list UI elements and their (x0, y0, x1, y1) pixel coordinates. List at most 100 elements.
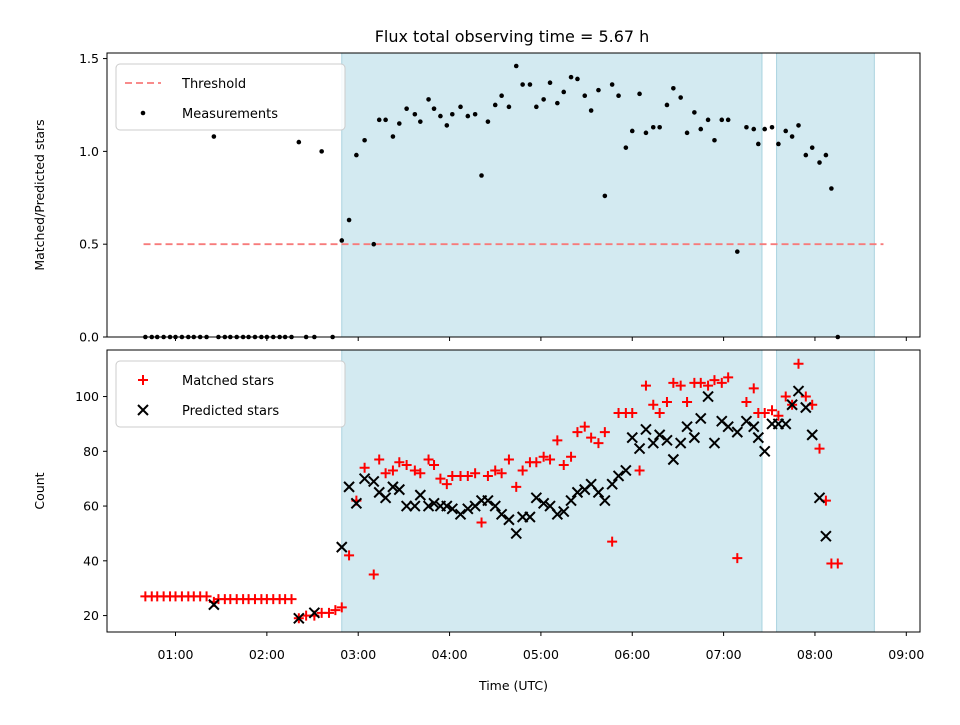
data-point (379, 492, 392, 504)
y-tick-label: 80 (83, 444, 99, 459)
data-point (629, 128, 635, 134)
data-point (350, 497, 363, 510)
data-point (319, 149, 324, 154)
data-point (458, 104, 463, 110)
y-tick-label: 0.5 (79, 237, 99, 252)
data-point (668, 377, 679, 388)
data-point (336, 541, 348, 553)
data-point (678, 95, 683, 100)
data-point (431, 106, 437, 111)
data-point (579, 421, 590, 432)
y-tick-label: 40 (83, 553, 99, 568)
data-point (444, 123, 450, 128)
data-point (796, 123, 801, 128)
series-predicted-stars (208, 385, 832, 625)
data-point (792, 385, 805, 397)
data-point (482, 494, 494, 507)
legend-label: Matched stars (182, 374, 274, 389)
data-point (684, 130, 690, 136)
data-point (537, 497, 550, 510)
data-point (286, 594, 297, 605)
data-point (620, 464, 632, 477)
data-point (817, 160, 822, 165)
data-point (786, 399, 798, 411)
data-point (634, 465, 645, 476)
data-point (627, 407, 638, 418)
data-point (596, 87, 601, 93)
data-point (650, 124, 656, 130)
data-point (688, 431, 701, 444)
data-point (762, 126, 768, 132)
data-point (409, 500, 421, 512)
data-point (674, 437, 687, 449)
data-point (418, 119, 423, 124)
data-point (414, 489, 427, 501)
data-point (664, 102, 670, 108)
data-point (820, 530, 832, 542)
data-point (561, 89, 567, 95)
data-point (735, 249, 740, 254)
y-tick-label: 100 (75, 389, 99, 404)
x-tick-label: 04:00 (432, 647, 468, 662)
data-point (387, 465, 398, 476)
data-point (551, 508, 564, 520)
data-point (489, 500, 501, 512)
data-point (741, 397, 752, 408)
data-point (383, 117, 388, 123)
observing-interval-band (776, 349, 875, 633)
data-point (653, 429, 666, 441)
data-point (359, 462, 370, 473)
data-point (409, 465, 420, 476)
data-point (404, 106, 409, 111)
data-point (702, 390, 714, 403)
data-point (616, 93, 621, 98)
data-point (545, 454, 556, 465)
observing-interval-band (341, 349, 763, 633)
data-point (499, 93, 504, 98)
data-point (640, 423, 652, 436)
data-point (572, 427, 583, 438)
data-point (371, 241, 377, 247)
data-point (623, 145, 629, 150)
data-point (380, 468, 391, 479)
data-point (609, 82, 615, 87)
panel-counts: 20 40 60 80 100 01:00 02:00 03:00 04:00 05:00 06:0… (32, 349, 924, 693)
data-point (789, 134, 795, 139)
data-point (426, 97, 431, 102)
observing-interval-band (341, 52, 763, 338)
data-point (716, 377, 727, 388)
data-point (368, 475, 380, 488)
data-point (740, 415, 753, 427)
data-point (513, 63, 519, 69)
data-point (503, 454, 514, 465)
data-point (211, 134, 217, 139)
data-point (555, 100, 560, 106)
data-point (675, 380, 686, 391)
data-point (446, 503, 459, 515)
data-point (308, 607, 321, 619)
legend-swatch-dot (140, 110, 146, 116)
x-tick-label: 03:00 (340, 647, 376, 662)
data-point (429, 459, 440, 470)
data-point (599, 494, 611, 507)
data-point (454, 508, 467, 520)
data-point (657, 124, 662, 130)
legend-swatch-x (137, 404, 149, 416)
data-point (759, 445, 771, 458)
data-point (592, 486, 605, 499)
data-point (752, 431, 765, 444)
data-point (732, 553, 743, 564)
data-point (633, 442, 646, 455)
data-point (769, 124, 775, 130)
data-point (470, 468, 481, 479)
y-tick-label: 60 (83, 499, 99, 514)
data-point (520, 82, 525, 87)
data-point (343, 481, 355, 493)
data-point (586, 432, 597, 443)
axes-frame (106, 349, 921, 633)
data-point (647, 437, 659, 449)
data-point (773, 410, 784, 421)
data-point (558, 505, 570, 518)
data-point (362, 137, 367, 143)
data-point (703, 380, 714, 391)
